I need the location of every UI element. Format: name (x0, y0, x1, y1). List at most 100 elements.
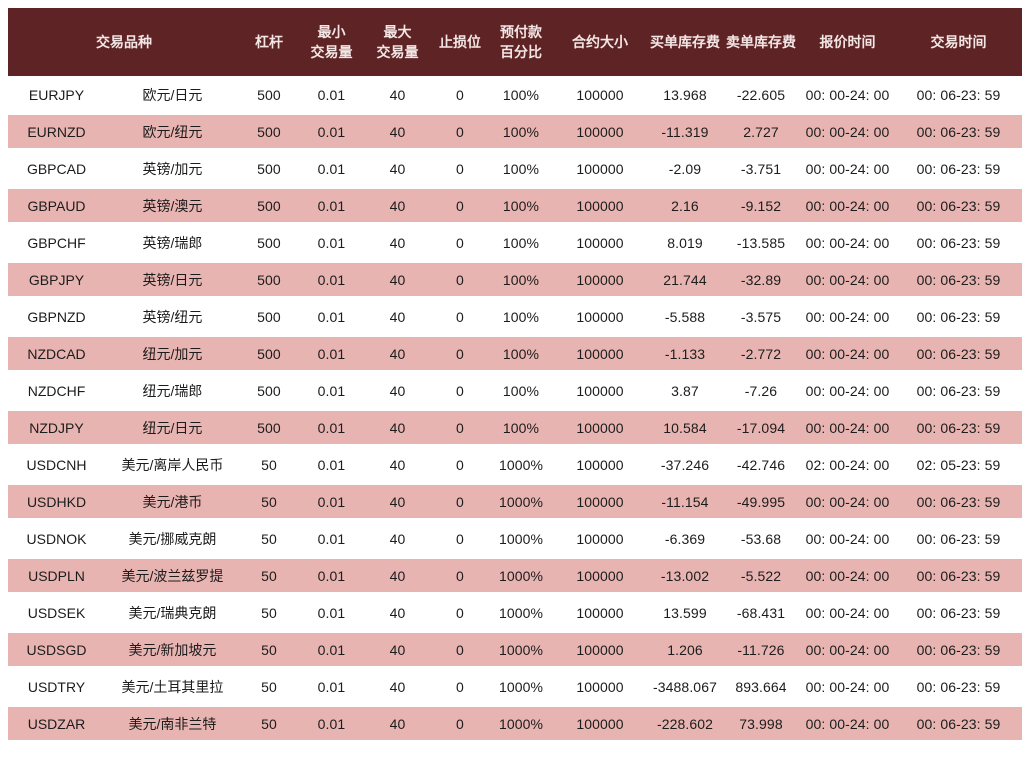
contract-size-cell: 100000 (552, 261, 648, 298)
stop-level-cell: 0 (430, 705, 490, 742)
symbol-cell: USDNOK (8, 520, 105, 557)
quote-time-cell: 00: 00-24: 00 (800, 594, 895, 631)
leverage-cell: 500 (240, 409, 298, 446)
leverage-cell: 50 (240, 705, 298, 742)
trade-time-cell: 00: 06-23: 59 (895, 113, 1022, 150)
stop-level-cell: 0 (430, 113, 490, 150)
buy-swap-cell: -2.09 (648, 150, 722, 187)
trade-time-cell: 00: 06-23: 59 (895, 335, 1022, 372)
contract-size-cell: 100000 (552, 113, 648, 150)
max-volume-cell: 40 (365, 187, 430, 224)
max-volume-cell: 40 (365, 668, 430, 705)
instrument-name-cell: 美元/土耳其里拉 (105, 668, 240, 705)
margin-percent-cell: 100% (490, 187, 552, 224)
max-volume-cell: 40 (365, 520, 430, 557)
min-volume-cell: 0.01 (298, 150, 365, 187)
symbol-cell: USDTRY (8, 668, 105, 705)
margin-percent-cell: 100% (490, 335, 552, 372)
margin-percent-cell: 1000% (490, 446, 552, 483)
margin-percent-cell: 1000% (490, 557, 552, 594)
table-row: EURJPY 欧元/日元 500 0.01 40 0 100% 100000 1… (8, 76, 1022, 113)
leverage-cell: 50 (240, 631, 298, 668)
table-row: NZDCHF 纽元/瑞郎 500 0.01 40 0 100% 100000 3… (8, 372, 1022, 409)
stop-level-cell: 0 (430, 483, 490, 520)
sell-swap-cell: 73.998 (722, 705, 800, 742)
trade-time-cell: 00: 06-23: 59 (895, 631, 1022, 668)
table-row: USDSEK 美元/瑞典克朗 50 0.01 40 0 1000% 100000… (8, 594, 1022, 631)
symbol-cell: EURNZD (8, 113, 105, 150)
sell-swap-cell: 893.664 (722, 668, 800, 705)
sell-swap-cell: -5.522 (722, 557, 800, 594)
header-min-volume: 最小 交易量 (298, 8, 365, 76)
header-quote-time: 报价时间 (800, 8, 895, 76)
quote-time-cell: 00: 00-24: 00 (800, 520, 895, 557)
contract-size-cell: 100000 (552, 409, 648, 446)
sell-swap-cell: -22.605 (722, 76, 800, 113)
leverage-cell: 50 (240, 594, 298, 631)
buy-swap-cell: 8.019 (648, 224, 722, 261)
trade-time-cell: 00: 06-23: 59 (895, 150, 1022, 187)
quote-time-cell: 00: 00-24: 00 (800, 150, 895, 187)
max-volume-cell: 40 (365, 113, 430, 150)
margin-percent-cell: 100% (490, 298, 552, 335)
table-row: GBPNZD 英镑/纽元 500 0.01 40 0 100% 100000 -… (8, 298, 1022, 335)
header-max-volume: 最大 交易量 (365, 8, 430, 76)
leverage-cell: 50 (240, 668, 298, 705)
symbol-cell: GBPNZD (8, 298, 105, 335)
trade-time-cell: 00: 06-23: 59 (895, 261, 1022, 298)
quote-time-cell: 00: 00-24: 00 (800, 668, 895, 705)
trade-time-cell: 00: 06-23: 59 (895, 557, 1022, 594)
table-row: GBPCAD 英镑/加元 500 0.01 40 0 100% 100000 -… (8, 150, 1022, 187)
quote-time-cell: 00: 00-24: 00 (800, 483, 895, 520)
trade-time-cell: 00: 06-23: 59 (895, 483, 1022, 520)
trade-time-cell: 00: 06-23: 59 (895, 372, 1022, 409)
max-volume-cell: 40 (365, 261, 430, 298)
leverage-cell: 500 (240, 372, 298, 409)
stop-level-cell: 0 (430, 557, 490, 594)
max-volume-cell: 40 (365, 409, 430, 446)
margin-percent-cell: 1000% (490, 631, 552, 668)
max-volume-cell: 40 (365, 446, 430, 483)
table-row: USDZAR 美元/南非兰特 50 0.01 40 0 1000% 100000… (8, 705, 1022, 742)
trade-time-cell: 00: 06-23: 59 (895, 409, 1022, 446)
buy-swap-cell: -13.002 (648, 557, 722, 594)
sell-swap-cell: -17.094 (722, 409, 800, 446)
min-volume-cell: 0.01 (298, 76, 365, 113)
instrument-name-cell: 纽元/日元 (105, 409, 240, 446)
quote-time-cell: 00: 00-24: 00 (800, 409, 895, 446)
margin-percent-cell: 100% (490, 372, 552, 409)
header-leverage: 杠杆 (240, 8, 298, 76)
sell-swap-cell: -13.585 (722, 224, 800, 261)
min-volume-cell: 0.01 (298, 557, 365, 594)
sell-swap-cell: -11.726 (722, 631, 800, 668)
max-volume-cell: 40 (365, 335, 430, 372)
instrument-name-cell: 欧元/纽元 (105, 113, 240, 150)
max-volume-cell: 40 (365, 224, 430, 261)
contract-size-cell: 100000 (552, 594, 648, 631)
table-row: USDPLN 美元/波兰兹罗提 50 0.01 40 0 1000% 10000… (8, 557, 1022, 594)
buy-swap-cell: -11.319 (648, 113, 722, 150)
sell-swap-cell: -68.431 (722, 594, 800, 631)
stop-level-cell: 0 (430, 520, 490, 557)
sell-swap-cell: 2.727 (722, 113, 800, 150)
max-volume-cell: 40 (365, 298, 430, 335)
margin-percent-cell: 100% (490, 113, 552, 150)
min-volume-cell: 0.01 (298, 483, 365, 520)
min-volume-cell: 0.01 (298, 113, 365, 150)
max-volume-cell: 40 (365, 705, 430, 742)
stop-level-cell: 0 (430, 298, 490, 335)
header-row: 交易品种 杠杆 最小 交易量 最大 交易量 止损位 预付款 百分比 合约大小 买… (8, 8, 1022, 76)
table-row: USDNOK 美元/挪威克朗 50 0.01 40 0 1000% 100000… (8, 520, 1022, 557)
stop-level-cell: 0 (430, 224, 490, 261)
trade-time-cell: 00: 06-23: 59 (895, 298, 1022, 335)
sell-swap-cell: -9.152 (722, 187, 800, 224)
margin-percent-cell: 1000% (490, 705, 552, 742)
quote-time-cell: 00: 00-24: 00 (800, 335, 895, 372)
sell-swap-cell: -3.751 (722, 150, 800, 187)
trade-time-cell: 00: 06-23: 59 (895, 594, 1022, 631)
contract-size-cell: 100000 (552, 372, 648, 409)
buy-swap-cell: -3488.067 (648, 668, 722, 705)
quote-time-cell: 00: 00-24: 00 (800, 261, 895, 298)
min-volume-cell: 0.01 (298, 335, 365, 372)
